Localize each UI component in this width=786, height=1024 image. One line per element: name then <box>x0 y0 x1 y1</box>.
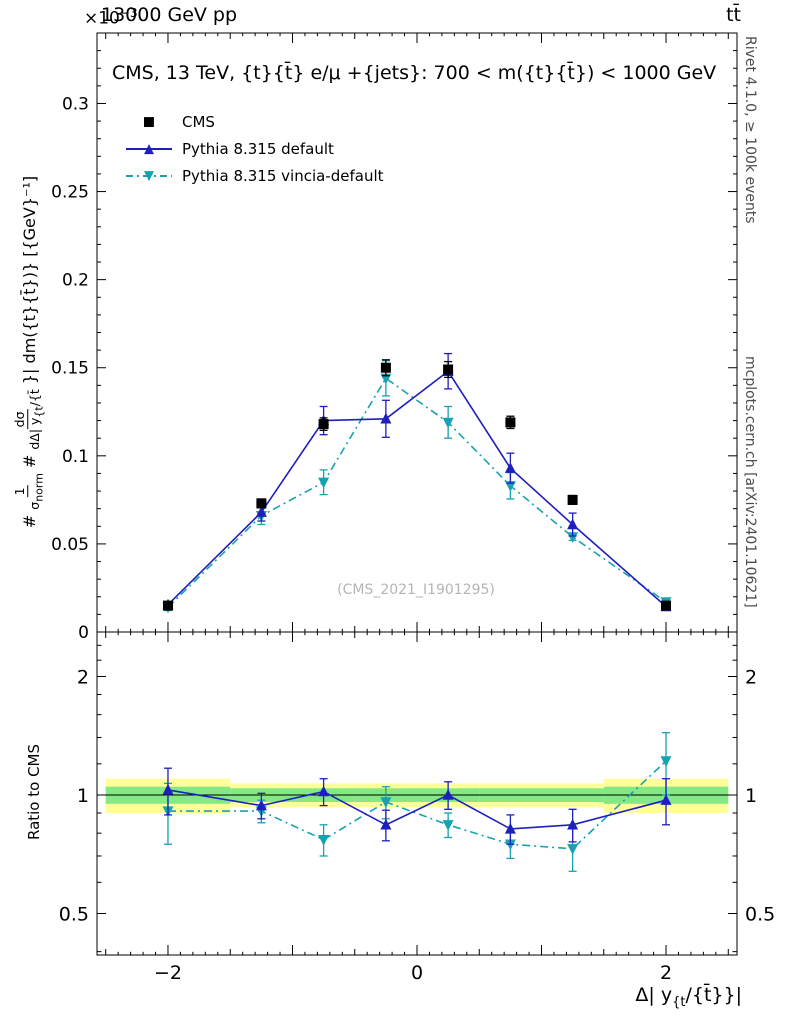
process-label: tt̄ <box>726 4 741 26</box>
svg-text:−2: −2 <box>154 962 182 984</box>
svg-text:1: 1 <box>77 785 89 807</box>
svg-text:0.05: 0.05 <box>51 535 89 555</box>
svg-text:0.1: 0.1 <box>62 447 89 467</box>
rivet-version-note: Rivet 4.1.0, ≥ 100k events <box>742 36 758 224</box>
x-axis-label: Δ| y{t/{t̄}}| <box>635 984 742 1010</box>
main-plot-frame <box>96 32 738 633</box>
triangle-down-marker-icon: ▼ <box>126 167 172 185</box>
mcplots-arxiv-note: mcplots.cern.ch [arXiv:2401.10621] <box>742 356 758 608</box>
svg-text:0.5: 0.5 <box>745 904 775 926</box>
main-series-pythia-8-315-vincia-default <box>162 360 672 614</box>
plot-title: CMS, 13 TeV, {t}{t̄} e/μ +{jets}: 700 < … <box>112 62 717 84</box>
scale-exponent: −3 <box>119 6 138 20</box>
beam-energy-title: 13000 GeV pp <box>101 4 238 26</box>
svg-text:2: 2 <box>745 667 757 689</box>
scale-base: ×10 <box>84 8 120 29</box>
axis-ticks <box>97 32 737 955</box>
legend: ■ CMS ▲ Pythia 8.315 default ▼ Pythia 8.315 v… <box>126 108 384 189</box>
axis-tick-labels: 0 0.05 0.1 0.15 0.2 0.25 0.3 −2 0 2 0.5 0.5 1 1 2 2 <box>51 94 775 984</box>
axis-scale-exponent: ×10−3 <box>84 6 138 29</box>
svg-text:2: 2 <box>660 962 672 984</box>
legend-item-pythia-8-315-vincia-default: ▼ Pythia 8.315 vincia-default <box>126 162 384 189</box>
legend-item-label: Pythia 8.315 default <box>182 139 334 158</box>
ratio-series-pythia-8-315-default <box>162 767 672 845</box>
svg-text:0: 0 <box>78 623 89 643</box>
svg-text:0.25: 0.25 <box>51 183 89 203</box>
svg-text:1: 1 <box>745 785 757 807</box>
triangle-up-marker-icon: ▲ <box>126 140 172 158</box>
svg-text:2: 2 <box>77 667 89 689</box>
main-series-pythia-8-315-default <box>162 352 672 612</box>
legend-item-label: Pythia 8.315 vincia-default <box>182 166 384 185</box>
svg-text:0.3: 0.3 <box>62 94 89 114</box>
svg-text:0.15: 0.15 <box>51 359 89 379</box>
svg-text:0.5: 0.5 <box>59 904 89 926</box>
legend-item-label: CMS <box>182 112 215 131</box>
legend-item-cms: ■ CMS <box>126 108 384 135</box>
svg-text:0: 0 <box>411 962 423 984</box>
legend-item-pythia-8-315-default: ▲ Pythia 8.315 default <box>126 135 384 162</box>
main-series-cms <box>163 359 671 611</box>
svg-text:0.2: 0.2 <box>62 271 89 291</box>
analysis-id-watermark: (CMS_2021_I1901295) <box>337 582 495 598</box>
square-marker-icon: ■ <box>142 114 156 129</box>
ratio-plot-frame <box>96 631 738 956</box>
